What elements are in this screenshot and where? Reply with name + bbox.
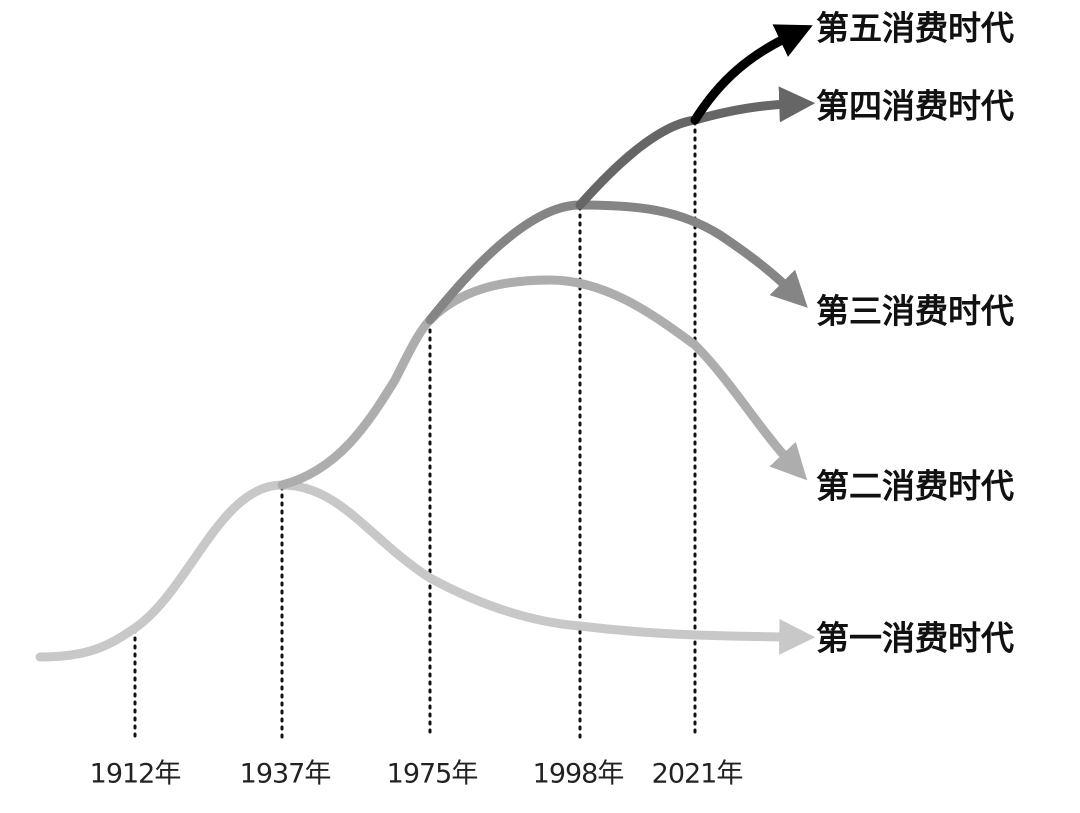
era-label: 第三消费时代 [816, 292, 1014, 331]
era-2-curve [277, 275, 808, 490]
era-3-curve [425, 200, 808, 325]
era-labels: 第五消费时代 第四消费时代 第三消费时代 第二消费时代 第一消费时代 [816, 9, 1014, 658]
year-label: 1975年 [387, 759, 478, 790]
year-label: 2021年 [652, 759, 743, 790]
era-1-curve [35, 480, 816, 662]
curves [35, 24, 816, 662]
year-label: 1912年 [90, 759, 181, 790]
year-label: 1937年 [240, 759, 331, 790]
era-5-curve [690, 24, 813, 125]
year-labels: 1912年 1937年 1975年 1998年 2021年 [90, 759, 744, 790]
era-label: 第二消费时代 [816, 467, 1014, 506]
guide-lines [133, 120, 697, 740]
era-4-curve [575, 86, 816, 210]
era-label: 第四消费时代 [816, 87, 1014, 126]
era-label: 第一消费时代 [816, 619, 1014, 658]
year-label: 1998年 [533, 759, 624, 790]
era-label: 第五消费时代 [816, 9, 1014, 48]
